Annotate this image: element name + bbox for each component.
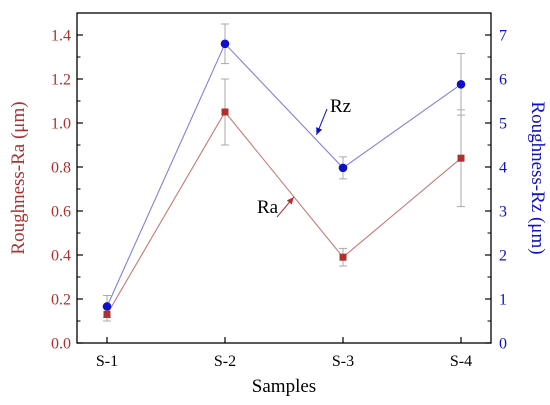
right-axis-ticks: 0 1 2 3 4 5 6 7 xyxy=(485,28,507,353)
left-tick-label: 0.0 xyxy=(51,336,71,353)
left-tick-label: 0.6 xyxy=(51,204,71,221)
left-axis-ticks: 0.0 0.2 0.4 0.6 0.8 1.0 1.2 1.4 xyxy=(51,28,83,353)
series-markers xyxy=(102,39,466,318)
data-point-rz xyxy=(102,302,112,311)
left-tick-label: 1.4 xyxy=(51,28,71,45)
data-point-rz xyxy=(456,79,466,89)
left-tick-label: 0.2 xyxy=(51,292,71,309)
x-tick-label: S-3 xyxy=(332,353,354,370)
right-tick-label: 4 xyxy=(499,160,507,177)
y-axis-left-label: Roughness-Ra (μm) xyxy=(8,101,29,254)
annotation-rz-arrow-head xyxy=(316,127,323,135)
left-tick-label: 0.4 xyxy=(51,248,71,265)
right-tick-label: 2 xyxy=(499,248,507,265)
x-tick-label: S-2 xyxy=(214,353,236,370)
error-bars xyxy=(103,23,465,322)
y-axis-right-label: Roughness-Rz (μm) xyxy=(527,101,548,254)
left-tick-label: 0.8 xyxy=(51,160,71,177)
data-point-ra xyxy=(339,253,347,261)
series-line-rz xyxy=(106,42,462,307)
right-tick-label: 6 xyxy=(499,72,507,89)
x-axis-ticks: S-1 S-2 S-3 S-4 xyxy=(96,337,472,370)
series-lines xyxy=(106,42,462,315)
annotation-ra-label: Ra xyxy=(257,197,279,218)
x-tick-label: S-4 xyxy=(450,353,472,370)
right-tick-label: 0 xyxy=(499,336,507,353)
annotation-rz-label: Rz xyxy=(330,96,351,117)
data-point-ra xyxy=(221,108,229,116)
data-point-ra xyxy=(103,310,111,318)
series-line-ra xyxy=(106,111,462,315)
right-tick-label: 5 xyxy=(499,116,507,133)
x-axis-label: Samples xyxy=(252,376,316,397)
data-point-rz xyxy=(338,163,348,173)
plot-frame xyxy=(76,12,492,344)
x-tick-label: S-1 xyxy=(96,353,118,370)
data-point-rz xyxy=(220,39,230,49)
right-tick-label: 3 xyxy=(499,204,507,221)
annotations: Rz Ra xyxy=(257,96,351,218)
right-tick-label: 7 xyxy=(499,28,507,45)
annotation-ra-arrow-head xyxy=(286,197,294,205)
right-tick-label: 1 xyxy=(499,292,507,309)
data-point-ra xyxy=(457,154,465,162)
left-tick-label: 1.0 xyxy=(51,116,71,133)
left-tick-label: 1.2 xyxy=(51,72,71,89)
